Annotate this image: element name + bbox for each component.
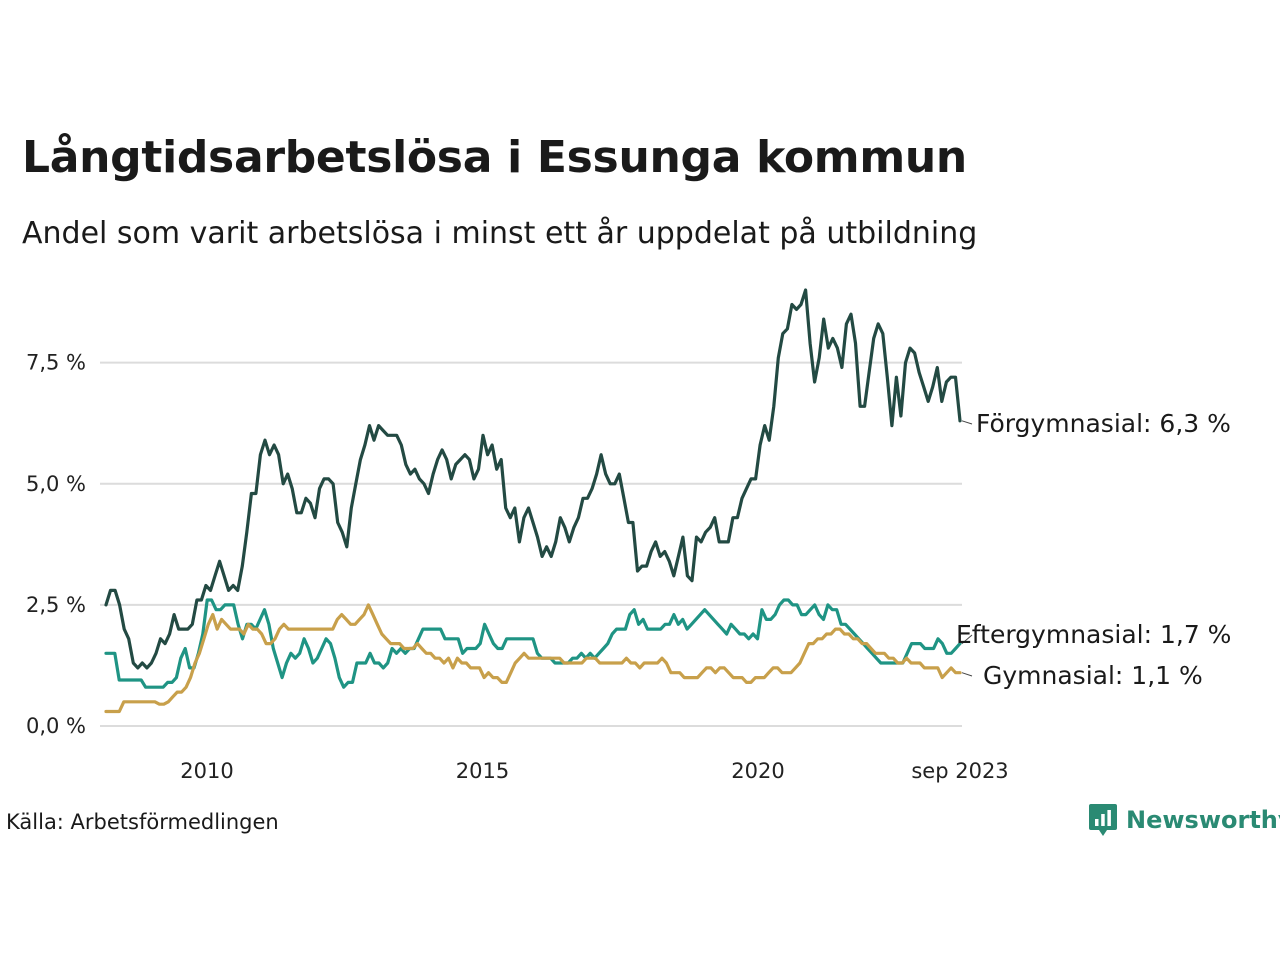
y-tick-label: 0,0 % xyxy=(26,714,86,738)
newsworthy-brand: Newsworthy xyxy=(1088,802,1280,838)
brand-name: Newsworthy xyxy=(1126,806,1280,834)
leader-line-gymnasial xyxy=(961,672,973,677)
x-axis-ticks: 2010 2015 2020 sep 2023 xyxy=(180,759,1008,783)
leader-line-eftergymnasial xyxy=(961,634,973,645)
chart-subtitle: Andel som varit arbetslösa i minst ett å… xyxy=(22,216,978,251)
x-tick-label: 2010 xyxy=(180,759,233,783)
y-tick-label: 2,5 % xyxy=(26,593,86,617)
series-lines xyxy=(104,288,962,714)
x-tick-label: 2020 xyxy=(731,759,784,783)
y-axis-ticks: 0,0 % 2,5 % 5,0 % 7,5 % xyxy=(26,351,86,738)
grid-lines xyxy=(100,361,962,727)
series-line-forgymnasial xyxy=(104,288,962,670)
end-label-eftergymnasial: Eftergymnasial: 1,7 % xyxy=(956,620,1231,649)
leader-line-forgymnasial xyxy=(961,420,973,425)
source-note: Källa: Arbetsförmedlingen xyxy=(6,810,279,834)
end-label-gymnasial: Gymnasial: 1,1 % xyxy=(983,661,1203,690)
chart-title: Långtidsarbetslösa i Essunga kommun xyxy=(22,132,967,183)
y-tick-label: 7,5 % xyxy=(26,351,86,375)
end-labels: Förgymnasial: 6,3 % Eftergymnasial: 1,7 %… xyxy=(956,409,1231,690)
series-line-eftergymnasial xyxy=(104,598,962,689)
series-line-gymnasial xyxy=(104,603,962,714)
x-tick-label: 2015 xyxy=(456,759,509,783)
newsworthy-logo-icon xyxy=(1089,804,1117,836)
x-tick-label: sep 2023 xyxy=(911,759,1008,783)
end-label-forgymnasial: Förgymnasial: 6,3 % xyxy=(976,409,1231,438)
y-tick-label: 5,0 % xyxy=(26,472,86,496)
